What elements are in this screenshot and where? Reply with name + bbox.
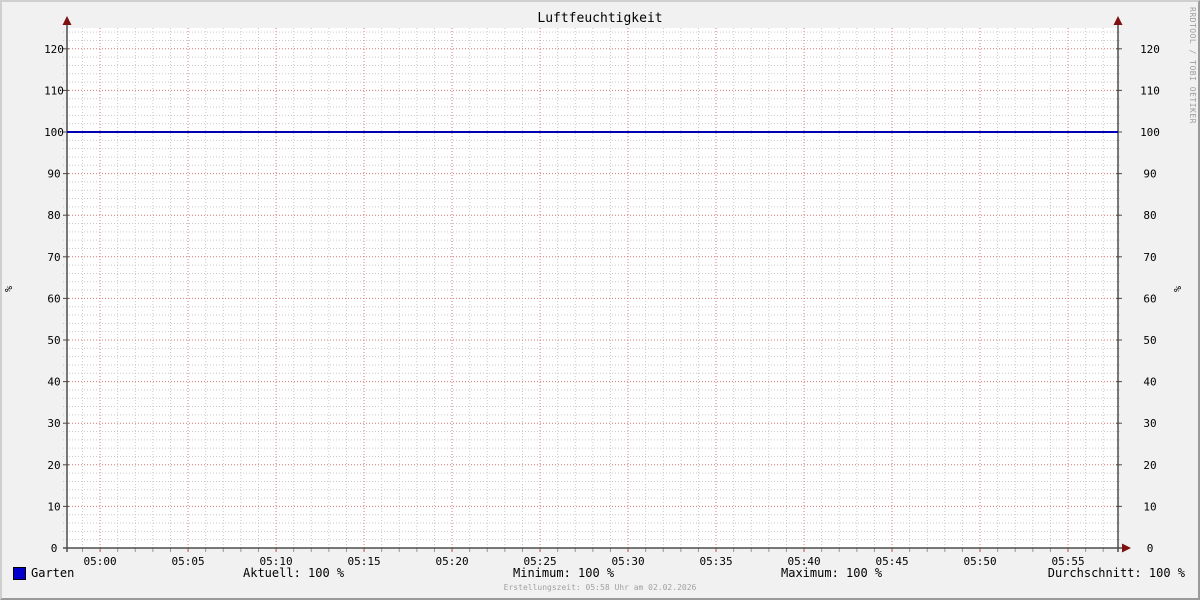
svg-text:60: 60 bbox=[47, 292, 60, 305]
svg-text:05:05: 05:05 bbox=[172, 555, 205, 568]
svg-text:30: 30 bbox=[47, 417, 60, 430]
svg-text:70: 70 bbox=[47, 251, 60, 264]
svg-text:20: 20 bbox=[1143, 459, 1156, 472]
svg-text:05:20: 05:20 bbox=[435, 555, 468, 568]
svg-text:50: 50 bbox=[1143, 334, 1156, 347]
svg-text:10: 10 bbox=[1143, 500, 1156, 513]
svg-text:40: 40 bbox=[47, 376, 60, 389]
svg-text:05:45: 05:45 bbox=[875, 555, 908, 568]
svg-text:0: 0 bbox=[51, 542, 58, 555]
svg-text:90: 90 bbox=[47, 168, 60, 181]
legend-color-swatch bbox=[13, 566, 26, 580]
svg-text:0: 0 bbox=[1147, 542, 1154, 555]
svg-text:05:10: 05:10 bbox=[260, 555, 293, 568]
svg-text:100: 100 bbox=[44, 126, 64, 139]
svg-text:40: 40 bbox=[1143, 376, 1156, 389]
stat-aktuell: Aktuell: 100 % bbox=[243, 566, 345, 580]
y-axis-unit-right: % bbox=[1173, 285, 1184, 293]
svg-text:05:00: 05:00 bbox=[84, 555, 117, 568]
svg-text:100: 100 bbox=[1140, 126, 1160, 139]
svg-text:30: 30 bbox=[1143, 417, 1156, 430]
svg-text:05:30: 05:30 bbox=[611, 555, 644, 568]
svg-text:10: 10 bbox=[47, 500, 60, 513]
svg-text:120: 120 bbox=[1140, 43, 1160, 56]
svg-text:20: 20 bbox=[47, 459, 60, 472]
y-axis-unit-left: % bbox=[4, 285, 15, 293]
svg-text:50: 50 bbox=[47, 334, 60, 347]
stat-minimum: Minimum: 100 % bbox=[513, 566, 615, 580]
svg-text:05:40: 05:40 bbox=[787, 555, 820, 568]
svg-text:110: 110 bbox=[44, 84, 64, 97]
svg-text:80: 80 bbox=[47, 209, 60, 222]
creation-timestamp: Erstellungszeit: 05:58 Uhr am 02.02.2026 bbox=[503, 583, 697, 592]
svg-text:05:15: 05:15 bbox=[348, 555, 381, 568]
stat-maximum: Maximum: 100 % bbox=[781, 566, 883, 580]
svg-text:70: 70 bbox=[1143, 251, 1156, 264]
svg-text:05:50: 05:50 bbox=[963, 555, 996, 568]
svg-text:120: 120 bbox=[44, 43, 64, 56]
svg-text:80: 80 bbox=[1143, 209, 1156, 222]
svg-text:05:55: 05:55 bbox=[1051, 555, 1084, 568]
svg-text:05:25: 05:25 bbox=[523, 555, 556, 568]
legend-series-garten: Garten bbox=[13, 566, 74, 580]
rrdtool-watermark: RRDTOOL / TOBI OETIKER bbox=[1188, 7, 1197, 124]
svg-text:110: 110 bbox=[1140, 84, 1160, 97]
chart-title: Luftfeuchtigkeit bbox=[537, 11, 663, 26]
svg-text:90: 90 bbox=[1143, 168, 1156, 181]
stat-durchschnitt: Durchschnitt: 100 % bbox=[1047, 566, 1185, 580]
svg-text:05:35: 05:35 bbox=[699, 555, 732, 568]
svg-text:60: 60 bbox=[1143, 292, 1156, 305]
legend-series-label: Garten bbox=[31, 566, 75, 580]
